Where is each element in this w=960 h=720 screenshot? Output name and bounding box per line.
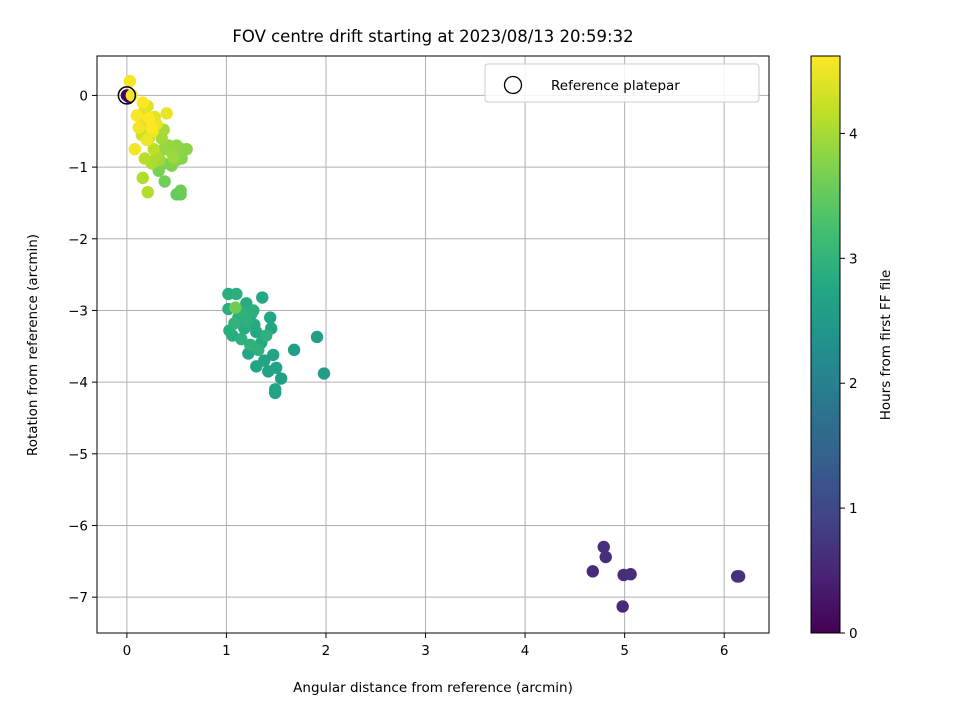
data-points	[120, 74, 746, 613]
data-point	[310, 330, 324, 344]
data-point	[586, 565, 599, 578]
y-tick-label: −1	[68, 160, 88, 176]
y-tick-label: −4	[68, 375, 88, 391]
data-point	[235, 332, 248, 346]
data-point	[241, 315, 254, 328]
data-point	[167, 151, 180, 164]
colorbar-gradient	[811, 56, 840, 633]
data-point	[125, 89, 139, 102]
data-point	[228, 317, 241, 330]
data-point	[262, 365, 275, 378]
x-tick-label: 6	[720, 643, 729, 659]
data-point	[230, 287, 243, 301]
x-axis-label: Angular distance from reference (arcmin)	[293, 680, 573, 696]
data-point	[128, 142, 142, 156]
data-point	[247, 304, 260, 317]
y-tick-label: 0	[79, 88, 88, 104]
data-point	[624, 568, 637, 581]
data-point	[597, 540, 610, 554]
data-point	[599, 550, 612, 564]
grid-lines	[97, 56, 769, 633]
colorbar-tick-label: 4	[849, 126, 858, 142]
x-tick-label: 3	[421, 643, 430, 659]
colorbar: 0 1 2 3 4 Hours from first FF file	[810, 55, 894, 642]
y-axis-ticks: 0 −1 −2 −3 −4 −5 −6 −7	[68, 88, 97, 606]
data-point	[264, 311, 277, 324]
colorbar-tick-label: 1	[849, 501, 858, 517]
data-point	[160, 107, 173, 120]
data-point	[267, 348, 280, 362]
data-point	[123, 74, 137, 88]
data-point	[616, 600, 629, 613]
reference-marker	[117, 86, 137, 105]
y-axis-label: Rotation from reference (arcmin)	[25, 234, 41, 456]
data-point	[287, 343, 301, 357]
x-tick-label: 2	[322, 643, 331, 659]
legend: Reference platepar	[484, 63, 760, 103]
legend-reference-symbol	[503, 75, 523, 95]
colorbar-ticks: 0 1 2 3 4	[840, 126, 858, 642]
y-tick-label: −5	[68, 447, 88, 463]
y-tick-label: −7	[68, 590, 88, 606]
data-point	[140, 133, 153, 147]
data-point	[229, 301, 242, 314]
data-point	[269, 383, 282, 396]
x-tick-label: 1	[222, 643, 231, 659]
data-point	[250, 360, 263, 373]
colorbar-tick-label: 2	[849, 376, 858, 392]
x-axis-ticks: 0 1 2 3 4 5 6	[123, 633, 729, 659]
data-point	[174, 184, 187, 197]
y-tick-label: −6	[68, 518, 88, 534]
data-point	[244, 338, 257, 352]
data-point	[147, 142, 160, 156]
data-point	[317, 367, 331, 380]
data-point	[136, 96, 149, 109]
colorbar-frame	[810, 55, 841, 634]
data-point	[142, 112, 155, 125]
data-point	[256, 291, 269, 304]
data-point	[260, 329, 273, 342]
x-tick-label: 5	[620, 643, 629, 659]
data-point	[145, 121, 158, 134]
data-point	[130, 109, 144, 122]
data-point	[136, 171, 149, 185]
reference-platepar-marker	[117, 86, 137, 105]
x-tick-label: 4	[521, 643, 530, 659]
x-tick-label: 0	[123, 643, 132, 659]
data-point	[732, 570, 746, 583]
plot-frame	[96, 55, 770, 634]
data-point	[274, 372, 288, 385]
data-point	[141, 185, 154, 199]
legend-entry-reference: Reference platepar	[551, 78, 680, 94]
colorbar-tick-label: 0	[849, 626, 858, 642]
chart-title: FOV centre drift starting at 2023/08/13 …	[232, 27, 633, 46]
y-tick-label: −3	[68, 303, 88, 319]
data-point	[158, 175, 171, 188]
legend-box	[484, 63, 760, 103]
colorbar-label: Hours from first FF file	[878, 270, 894, 421]
y-tick-label: −2	[68, 232, 88, 248]
data-point	[132, 121, 146, 134]
colorbar-tick-label: 3	[849, 251, 858, 267]
data-point	[138, 152, 151, 165]
